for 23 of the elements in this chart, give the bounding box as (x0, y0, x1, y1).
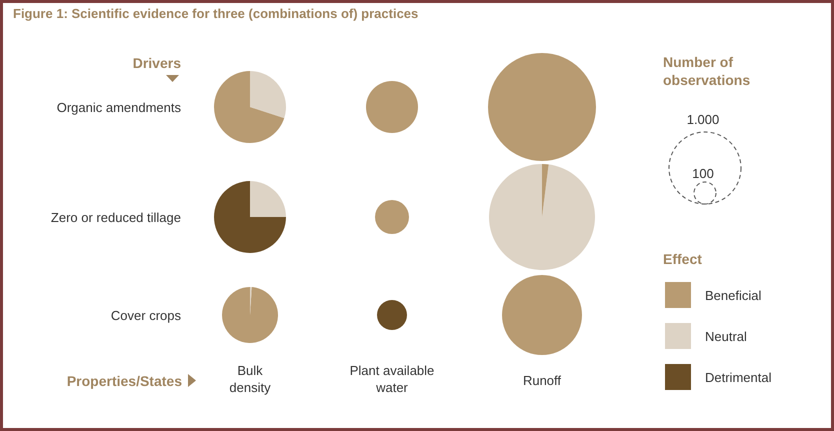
text: Drivers (132, 55, 182, 71)
legend-title: Effect (663, 251, 702, 267)
legend-label: Neutral (705, 329, 748, 344)
text: Bulk density (229, 363, 272, 395)
text: Number of observations (663, 54, 750, 88)
legend-label: Detrimental (705, 370, 772, 385)
pie-slice (542, 164, 549, 217)
pie-slice (214, 71, 284, 143)
pie-slice (222, 287, 278, 343)
text: Plant available water (350, 363, 434, 395)
text: Runoff (522, 373, 562, 388)
text: Cover crops (110, 308, 182, 323)
text: Organic amendments (56, 100, 182, 115)
text: 1.000 (686, 112, 720, 127)
text: Properties/States (66, 373, 182, 389)
pie-slice (489, 164, 595, 270)
legend-label: Beneficial (705, 288, 762, 303)
text: 100 (692, 166, 714, 181)
text: Zero or reduced tillage (50, 210, 181, 225)
text: Figure 1: Scientific evidence for three (combinations of) practices (13, 6, 418, 21)
pie-slice (250, 181, 286, 217)
pie-slice (250, 71, 286, 118)
pie-slice (214, 181, 286, 253)
